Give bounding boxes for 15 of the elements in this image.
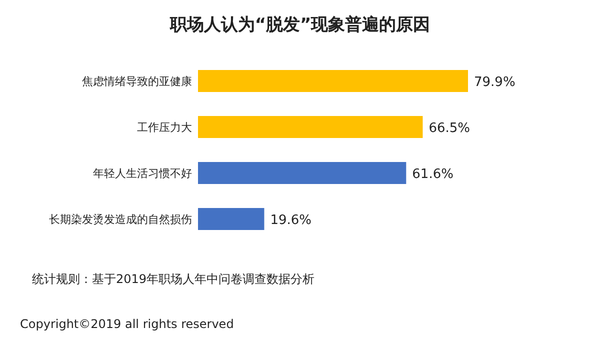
text: Copyright©2019 all rights reserved [20,317,234,331]
text: 统计规则：基于2019年职场人年中问卷调查数据分析 [32,272,315,286]
bar [198,70,468,92]
bar [198,162,406,184]
data-label: 66.5% [428,121,470,136]
data-label: 19.6% [270,213,312,228]
y-tick-label: 工作压力大 [137,121,192,134]
data-label: 79.9% [474,75,516,90]
bar [198,116,423,138]
data-label: 61.6% [412,167,454,182]
y-tick-label: 焦虑情绪导致的亚健康 [82,75,192,88]
y-tick-label: 年轻人生活习惯不好 [93,167,192,180]
bar [198,208,264,230]
y-tick-label: 长期染发烫发造成的自然损伤 [49,213,192,226]
chart-title: 职场人认为“脱发”现象普遍的原因 [168,14,430,35]
